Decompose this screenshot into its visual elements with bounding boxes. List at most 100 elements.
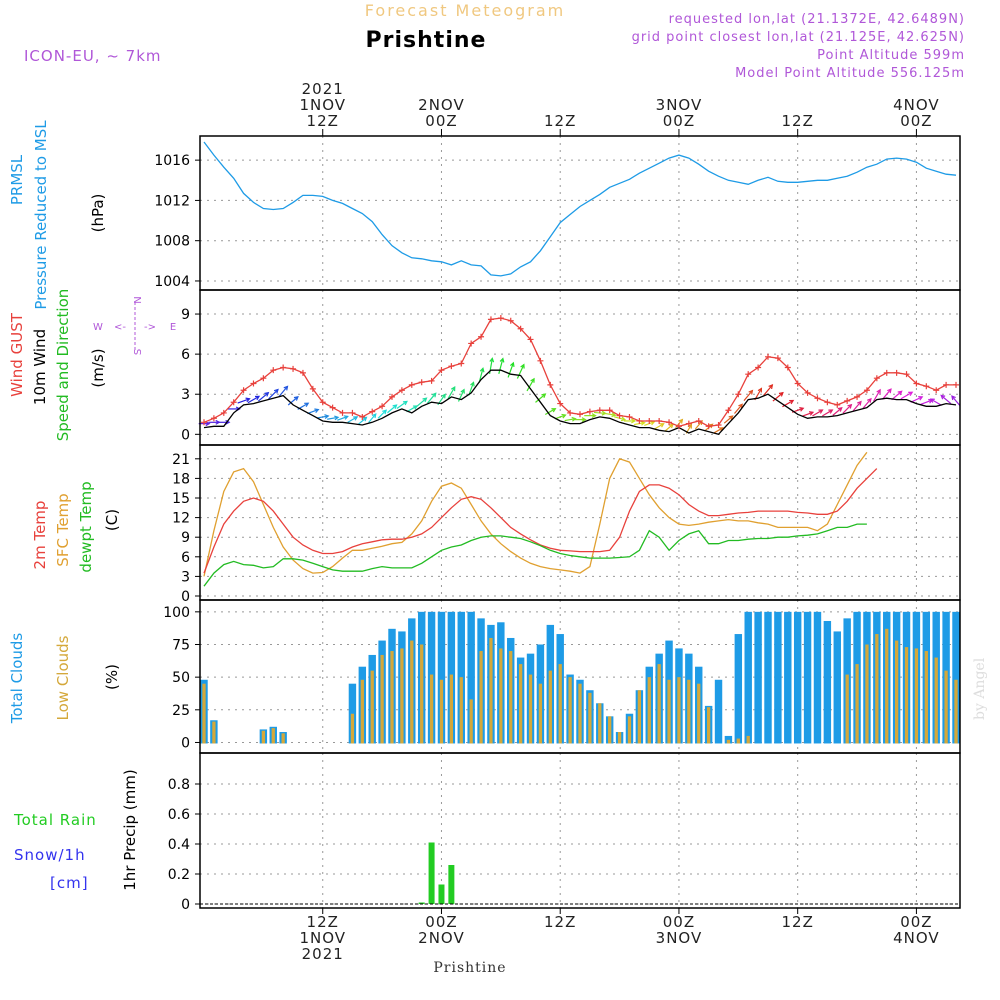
cloud-label-total: Total Clouds bbox=[8, 633, 26, 725]
y-tick-label: 1016 bbox=[154, 153, 190, 169]
wind-arrow bbox=[535, 393, 546, 403]
rain-bar bbox=[448, 865, 455, 904]
temp-2m-line bbox=[203, 468, 878, 574]
wind-arrow-head bbox=[768, 384, 774, 390]
wind-gust-marker bbox=[557, 400, 564, 407]
wind-arrow-head bbox=[837, 407, 843, 412]
wind-arrow-head bbox=[264, 391, 270, 397]
wind-arrow-head bbox=[778, 391, 784, 397]
top-time-label: 00Z bbox=[900, 112, 932, 130]
low-cloud-bar bbox=[400, 648, 404, 744]
low-cloud-bar bbox=[509, 651, 513, 744]
wind-arrow-head bbox=[887, 388, 892, 394]
y-tick-label: 3 bbox=[181, 387, 190, 403]
total-cloud-bar bbox=[803, 611, 812, 744]
wind-arrow-head bbox=[611, 412, 617, 418]
wind-arrow bbox=[287, 396, 299, 406]
cloud-label-unit: (%) bbox=[103, 664, 121, 690]
low-cloud-bar bbox=[350, 713, 355, 744]
wind-arrow bbox=[468, 382, 475, 396]
low-cloud-bar bbox=[697, 683, 701, 744]
wind-arrow-head bbox=[757, 387, 763, 393]
total-cloud-bar bbox=[774, 611, 782, 744]
precip-label-unit: 1hr Precip (mm) bbox=[121, 769, 139, 890]
y-tick-label: 0 bbox=[181, 735, 190, 751]
low-cloud-bar bbox=[479, 651, 483, 744]
wind-speed-line bbox=[203, 369, 957, 436]
top-time-label: 3NOV bbox=[656, 96, 703, 114]
wind-arrow-head bbox=[551, 408, 557, 413]
wind-arrow-head bbox=[659, 423, 665, 428]
total-cloud-bar bbox=[754, 611, 762, 744]
wind-arrow-head bbox=[541, 393, 547, 399]
low-cloud-bar bbox=[548, 670, 552, 744]
low-cloud-bar bbox=[617, 732, 622, 744]
wind-arrow bbox=[930, 398, 942, 406]
low-cloud-bar bbox=[588, 692, 592, 744]
dewpt-line bbox=[203, 523, 867, 587]
y-tick-label: 75 bbox=[172, 637, 190, 653]
temp-label-sfc: SFC Temp bbox=[54, 493, 72, 566]
wind-gust-marker bbox=[577, 411, 583, 418]
wind-gust-marker bbox=[468, 340, 475, 347]
wind-arrow-head bbox=[283, 385, 289, 391]
wind-gust-marker bbox=[507, 317, 514, 324]
wind-label-gust: Wind GUST bbox=[8, 312, 26, 397]
wind-arrow-head bbox=[640, 420, 646, 426]
wind-arrow bbox=[772, 392, 784, 402]
wind-gust-marker bbox=[953, 381, 959, 388]
compass-arrow-e: -> bbox=[144, 322, 156, 333]
low-cloud-bar bbox=[271, 728, 275, 744]
wind-gust-marker bbox=[369, 408, 376, 415]
y-tick-label: 12 bbox=[172, 511, 190, 527]
low-cloud-bar bbox=[726, 739, 731, 744]
y-tick-label: 0.4 bbox=[168, 837, 190, 853]
pressure-label-prmsl: PRMSL bbox=[8, 154, 26, 205]
wind-arrow-head bbox=[591, 413, 597, 419]
compass-letter: W bbox=[93, 322, 103, 333]
wind-gust-marker bbox=[299, 369, 306, 376]
wind-arrow-head bbox=[897, 390, 903, 396]
wind-arrow bbox=[357, 417, 367, 425]
wind-arrow-head bbox=[929, 398, 935, 403]
compass-letter: N bbox=[133, 296, 144, 303]
low-cloud-bar bbox=[736, 738, 740, 744]
wind-arrow-head bbox=[479, 367, 485, 373]
y-tick-label: 0.2 bbox=[168, 867, 190, 883]
low-cloud-bar bbox=[894, 640, 899, 744]
low-cloud-bar bbox=[558, 664, 562, 744]
wind-arrow-head bbox=[392, 404, 398, 410]
wind-arrow-head bbox=[382, 409, 388, 415]
wind-arrow-head bbox=[245, 397, 251, 403]
y-tick-label: 1004 bbox=[154, 274, 190, 290]
y-tick-label: 50 bbox=[172, 670, 190, 686]
top-time-label: 4NOV bbox=[893, 96, 940, 114]
wind-arrow-head bbox=[450, 386, 456, 392]
low-cloud-bar bbox=[677, 677, 681, 744]
wind-arrow-head bbox=[254, 395, 261, 401]
wind-arrow-head bbox=[866, 397, 872, 403]
low-cloud-bar bbox=[261, 730, 266, 744]
wind-gust-marker bbox=[755, 364, 762, 371]
low-cloud-bar bbox=[360, 679, 364, 744]
wind-gust-marker bbox=[230, 399, 237, 406]
temp-label-unit: (C) bbox=[103, 509, 121, 531]
point-altitude: Point Altitude 599m bbox=[817, 48, 965, 63]
wind-arrow bbox=[801, 411, 814, 417]
wind-gust-marker bbox=[398, 387, 405, 394]
wind-gust-marker bbox=[844, 397, 851, 404]
bottom-time-label: 4NOV bbox=[893, 929, 940, 947]
low-cloud-bar bbox=[518, 664, 523, 744]
wind-arrow bbox=[247, 395, 260, 404]
precip-label-snow-unit: [cm] bbox=[50, 874, 89, 892]
bottom-time-label: 1NOV bbox=[299, 929, 346, 947]
wind-arrow-head bbox=[728, 415, 734, 421]
wind-gust-marker bbox=[586, 408, 593, 415]
wind-arrow bbox=[327, 416, 339, 420]
wind-arrow-head bbox=[304, 402, 310, 407]
wind-gust-marker bbox=[675, 423, 682, 430]
low-cloud-bar bbox=[202, 683, 206, 744]
wind-gust-marker bbox=[854, 393, 861, 400]
grid-point-coords: grid point closest lon,lat (21.125E, 42.… bbox=[632, 30, 965, 45]
wind-arrow-head bbox=[748, 389, 754, 395]
